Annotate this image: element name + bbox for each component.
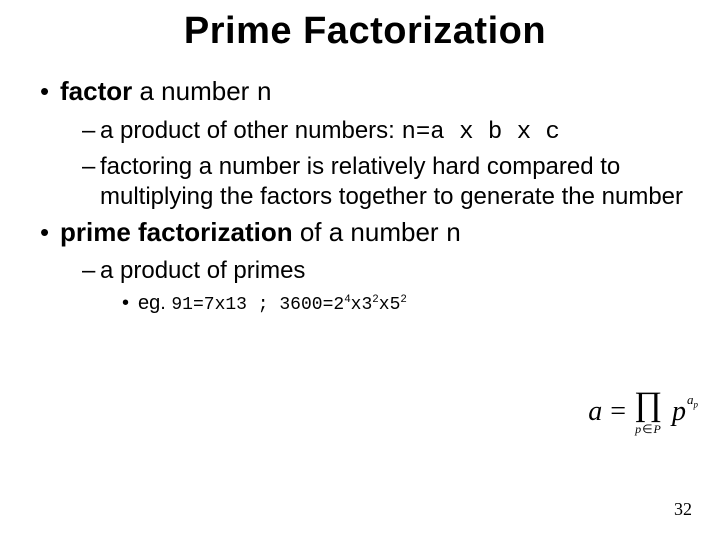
page-number: 32: [674, 499, 692, 520]
pi-icon: ∏: [634, 390, 662, 421]
bold-text: prime factorization: [60, 217, 293, 247]
example-line: eg. 91=7x13 ; 3600=24x32x52: [122, 290, 700, 317]
text: of a number: [293, 217, 446, 247]
subsublist: eg. 91=7x13 ; 3600=24x32x52: [100, 290, 700, 317]
sublist: a product of primes eg. 91=7x13 ; 3600=2…: [60, 256, 700, 317]
t: 91=7x13 ; 3600=2: [171, 295, 344, 315]
bullet-list: factor a number n a product of other num…: [30, 75, 700, 317]
slide: Prime Factorization factor a number n a …: [0, 0, 720, 540]
term-base: p: [672, 396, 686, 428]
code-n: n: [446, 219, 462, 249]
term-exponent: ap: [687, 392, 698, 410]
sup: 2: [400, 294, 406, 306]
formula-lhs: a: [588, 396, 602, 428]
equals-sign: =: [610, 396, 626, 428]
sublist: a product of other numbers: n=a x b x c …: [60, 116, 700, 212]
t: P: [654, 422, 661, 436]
example-code: 91=7x13 ; 3600=24x32x52: [171, 295, 407, 315]
bold-text: factor: [60, 76, 132, 106]
text: a product of primes: [100, 257, 305, 284]
in-icon: ∈: [642, 422, 652, 436]
product-formula: a = ∏ p∈P p ap: [588, 390, 698, 435]
text: a number: [132, 76, 256, 106]
bullet-factor: factor a number n a product of other num…: [40, 75, 700, 212]
t: x5: [379, 295, 401, 315]
sub-factoring-hard: factoring a number is relatively hard co…: [82, 152, 700, 212]
t: x3: [351, 295, 373, 315]
bullet-prime-factorization: prime factorization of a number n a prod…: [40, 216, 700, 318]
slide-title: Prime Factorization: [30, 10, 700, 53]
sub-product-primes: a product of primes eg. 91=7x13 ; 3600=2…: [82, 256, 700, 317]
text: a product of other numbers:: [100, 117, 402, 144]
formula-term: p ap: [672, 396, 698, 428]
code-n: n: [257, 78, 273, 108]
t: p: [694, 400, 699, 410]
product-symbol: ∏ p∈P: [634, 390, 662, 435]
product-sub: p∈P: [635, 423, 661, 435]
eg-label: eg.: [138, 292, 171, 314]
code-nabc: n=a x b x c: [402, 119, 560, 146]
t: p: [635, 422, 641, 436]
sub-product-others: a product of other numbers: n=a x b x c: [82, 116, 700, 148]
